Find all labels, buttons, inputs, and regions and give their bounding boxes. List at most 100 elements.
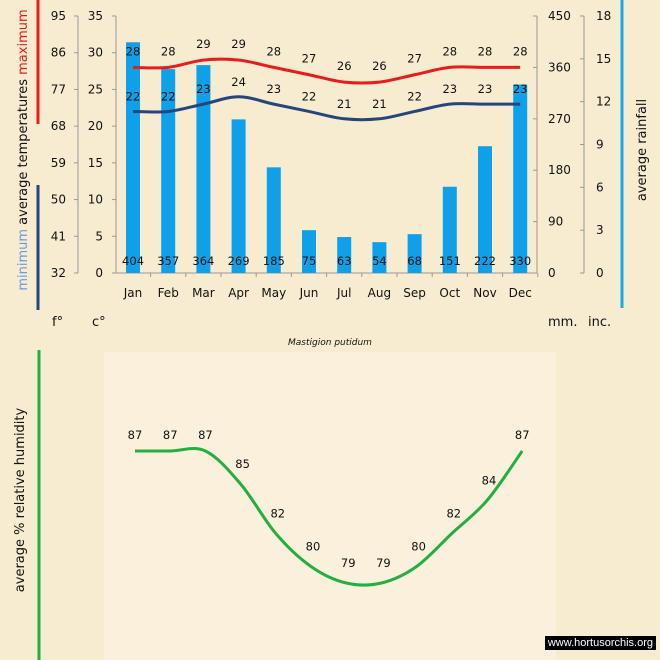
mm-axis-tick-label: 0 [548,266,556,280]
chart-title: Mastigion putidum [288,338,372,348]
min-temp-label: 24 [231,75,246,89]
inch-axis-tick-label: 15 [596,52,611,66]
max-temp-label: 26 [372,59,387,73]
fahrenheit-axis-tick-label: 77 [51,82,66,96]
max-temp-label: 29 [231,37,246,51]
rainfall-value-label: 222 [474,254,496,268]
rainfall-bar [478,146,492,273]
max-temp-label: 28 [442,44,457,58]
humidity-value-label: 85 [235,457,250,471]
humidity-line [134,447,524,587]
mm-axis-tick-label: 180 [548,163,571,177]
mm-axis-tick-label: 270 [548,112,571,126]
celsius-axis-tick-label: 35 [88,9,103,23]
fahrenheit-axis-tick-label: 86 [51,46,66,60]
month-label: Nov [473,286,496,300]
rainfall-bar [337,237,352,273]
rainfall-bar [442,186,457,273]
max-temp-label: 28 [513,44,528,58]
month-label: Aug [368,286,391,300]
rainfall-bar [196,65,211,273]
celsius-axis-tick-label: 25 [88,82,103,96]
month-label: Jan [123,286,143,300]
humidity-axis-title: average % relative humidity [13,407,28,592]
min-temp-label: 23 [478,82,493,96]
month-label: Apr [228,286,249,300]
rainfall-value-label: 54 [372,254,387,268]
fahrenheit-axis-tick-label: 68 [51,119,66,133]
celsius-axis-tick-label: 0 [95,266,103,280]
max-temp-label: 28 [161,44,176,58]
max-temp-label: 27 [302,52,317,66]
min-temp-label: 23 [266,82,281,96]
min-temp-label: 23 [442,82,457,96]
humidity-value-label: 84 [482,474,497,488]
humidity-panel [104,352,556,660]
month-label: May [261,286,286,300]
rainfall-axis-title: average rainfall [635,99,650,201]
fahrenheit-axis-tick-label: 59 [51,156,66,170]
mm-axis-tick-label: 450 [548,9,571,23]
humidity-value-label: 82 [446,507,461,521]
rainfall-value-label: 269 [228,254,250,268]
month-label: Sep [403,286,426,300]
humidity-value-label: 82 [270,507,285,521]
rainfall-value-label: 151 [439,254,461,268]
inch-axis-tick-label: 6 [596,180,604,194]
min-temp-label: 22 [407,89,422,103]
inch-unit-label: inc. [588,315,611,330]
max-temp-label: 27 [407,52,422,66]
humidity-value-label: 79 [341,556,356,570]
min-temp-line [132,95,521,122]
celsius-axis-tick-label: 30 [88,46,103,60]
humidity-value-label: 87 [198,428,213,442]
max-temp-label: 29 [196,37,211,51]
minimum-label: minimum [16,225,31,291]
mm-axis-tick-label: 90 [548,215,563,229]
average-temperatures-label: average temperatures [16,75,31,225]
celsius-axis-tick-label: 5 [95,229,103,243]
rainfall-value-label: 75 [302,254,317,268]
inch-axis-tick-label: 3 [596,223,604,237]
min-temp-label: 22 [161,89,176,103]
month-label: Dec [509,286,532,300]
max-temp-label: 26 [337,59,352,73]
rainfall-value-label: 357 [157,254,179,268]
month-label: Oct [439,286,460,300]
min-temp-label: 21 [372,97,387,111]
fahrenheit-unit-label: f° [52,315,63,330]
max-temp-label: 28 [478,44,493,58]
humidity-value-label: 80 [306,540,321,554]
max-temp-line [132,57,521,85]
rainfall-value-label: 63 [337,254,352,268]
month-label: Jun [299,286,319,300]
humidity-value-label: 79 [376,556,391,570]
humidity-value-label: 80 [411,540,426,554]
celsius-unit-label: c° [92,315,106,330]
month-label: Mar [192,286,215,300]
inch-axis-tick-label: 0 [596,266,604,280]
inch-axis-tick-label: 18 [596,9,611,23]
inch-axis-tick-label: 12 [596,95,611,109]
rainfall-bar [126,42,140,273]
rainfall-value-label: 68 [407,254,422,268]
mm-axis-tick-label: 360 [548,60,571,74]
rainfall-bar [513,84,528,274]
rainfall-value-label: 404 [122,254,144,268]
mm-unit-label: mm. [548,315,577,330]
fahrenheit-axis-tick-label: 50 [51,193,66,207]
humidity-value-label: 87 [163,428,178,442]
fahrenheit-axis-tick-label: 95 [51,9,66,23]
month-label: Feb [158,286,179,300]
maximum-label: maximum [16,9,31,75]
min-temp-label: 22 [126,89,141,103]
humidity-value-label: 87 [515,428,530,442]
rainfall-value-label: 330 [509,254,531,268]
humidity-value-label: 87 [128,428,143,442]
rainfall-value-label: 364 [192,254,214,268]
rainfall-value-label: 185 [263,254,285,268]
rainfall-bar [302,230,316,273]
celsius-axis-tick-label: 15 [88,156,103,170]
fahrenheit-axis-tick-label: 41 [51,229,66,243]
min-temp-label: 21 [337,97,352,111]
